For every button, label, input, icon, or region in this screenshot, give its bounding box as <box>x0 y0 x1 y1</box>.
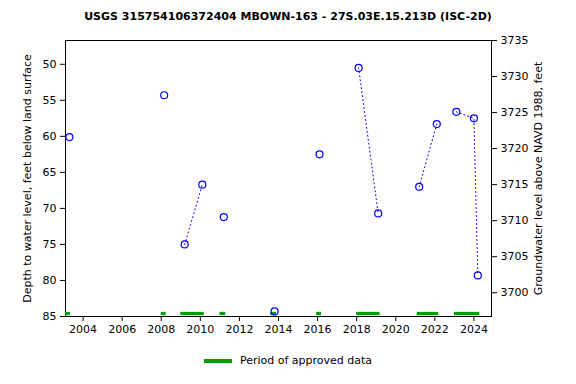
html-text:USGS 315754106372404 MBOWN-163: USGS 315754106372404 MBOWN-163 - 27S.03E… <box>84 10 492 23</box>
svg-text:3705: 3705 <box>501 250 529 263</box>
svg-text:50: 50 <box>43 58 57 71</box>
svg-text:Depth to water level, feet bel: Depth to water level, feet below land su… <box>21 54 34 303</box>
svg-text:65: 65 <box>43 166 57 179</box>
svg-text:2024: 2024 <box>460 323 488 336</box>
svg-text:2012: 2012 <box>225 323 253 336</box>
svg-text:60: 60 <box>43 130 57 143</box>
html-text:Period of approved data: Period of approved data <box>239 354 373 367</box>
svg-text:80: 80 <box>43 274 57 287</box>
svg-text:3720: 3720 <box>501 142 529 155</box>
svg-text:3730: 3730 <box>501 70 529 83</box>
svg-text:3715: 3715 <box>501 178 529 191</box>
svg-text:3700: 3700 <box>501 286 529 299</box>
svg-text:75: 75 <box>43 238 57 251</box>
svg-text:2014: 2014 <box>265 323 293 336</box>
svg-text:Groundwater level above NAVD 1: Groundwater level above NAVD 1988, feet <box>532 61 545 295</box>
svg-text:3725: 3725 <box>501 106 529 119</box>
svg-text:2004: 2004 <box>69 323 97 336</box>
svg-text:2022: 2022 <box>421 323 449 336</box>
svg-text:85: 85 <box>43 310 57 323</box>
svg-text:2020: 2020 <box>382 323 410 336</box>
svg-text:2010: 2010 <box>186 323 214 336</box>
svg-text:3735: 3735 <box>501 34 529 47</box>
svg-text:2018: 2018 <box>343 323 371 336</box>
svg-text:70: 70 <box>43 202 57 215</box>
svg-text:3710: 3710 <box>501 214 529 227</box>
svg-text:55: 55 <box>43 94 57 107</box>
svg-text:2008: 2008 <box>147 323 175 336</box>
svg-text:2006: 2006 <box>108 323 136 336</box>
svg-text:2016: 2016 <box>304 323 332 336</box>
